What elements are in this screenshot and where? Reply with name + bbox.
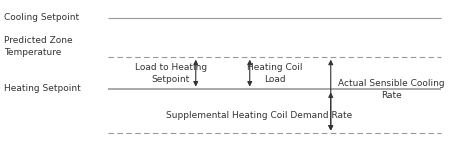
Text: Load to Heating
Setpoint: Load to Heating Setpoint [135, 63, 207, 83]
Text: Actual Sensible Cooling
Rate: Actual Sensible Cooling Rate [338, 79, 445, 100]
Text: Supplemental Heating Coil Demand Rate: Supplemental Heating Coil Demand Rate [166, 111, 352, 120]
Text: Heating Coil
Load: Heating Coil Load [247, 63, 302, 83]
Text: Heating Setpoint: Heating Setpoint [4, 83, 81, 93]
Text: Predicted Zone
Temperature: Predicted Zone Temperature [4, 36, 73, 57]
Text: Cooling Setpoint: Cooling Setpoint [4, 12, 80, 22]
